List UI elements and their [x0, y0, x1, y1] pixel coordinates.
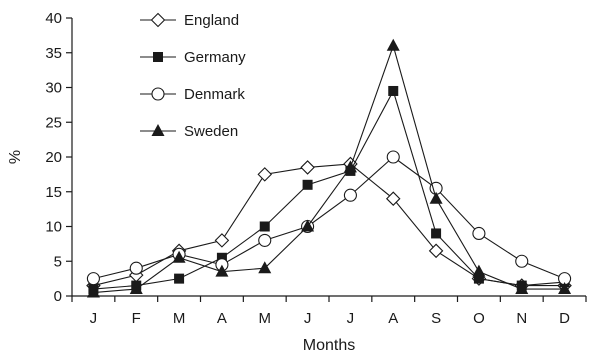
x-tick-label: J	[90, 310, 98, 327]
data-point-germany	[473, 273, 484, 284]
data-point-denmark	[343, 188, 357, 202]
series-denmark	[86, 150, 572, 286]
data-point-sweden	[172, 250, 186, 263]
x-tick-label: M	[173, 310, 186, 327]
data-point-germany	[302, 179, 313, 190]
series-line-denmark	[93, 156, 565, 280]
data-point-denmark	[472, 226, 486, 240]
data-point-sweden	[129, 282, 143, 295]
data-point-denmark	[258, 233, 272, 247]
y-tick-label: 20	[45, 149, 62, 166]
legend-label-denmark: Denmark	[184, 86, 245, 103]
data-point-denmark	[129, 261, 143, 275]
y-tick-label: 0	[54, 288, 62, 305]
x-tick-label: A	[388, 310, 398, 327]
data-point-denmark	[515, 254, 529, 268]
series-line-sweden	[93, 43, 565, 294]
data-point-germany	[388, 85, 399, 96]
legend-marker-sweden	[151, 124, 165, 136]
data-point-denmark	[386, 150, 400, 164]
x-tick-label: S	[431, 310, 441, 327]
series-line-germany	[93, 89, 565, 290]
data-point-germany	[174, 273, 185, 284]
legend-item-sweden: Sweden	[140, 123, 238, 140]
x-tick-label: O	[473, 310, 485, 327]
y-tick-label: 35	[45, 45, 62, 62]
data-point-germany	[259, 221, 270, 232]
x-axis-title: Months	[303, 337, 355, 354]
y-tick-label: 10	[45, 219, 62, 236]
data-point-denmark	[86, 272, 100, 286]
legend-label-sweden: Sweden	[184, 123, 238, 140]
data-point-sweden	[258, 261, 272, 274]
x-tick-label: D	[559, 310, 570, 327]
x-tick-label: J	[347, 310, 355, 327]
y-tick-label: 40	[45, 10, 62, 27]
legend-item-germany: Germany	[140, 49, 246, 66]
y-axis-title: %	[7, 150, 24, 164]
data-point-sweden	[86, 285, 100, 298]
legend-marker-denmark	[151, 87, 165, 101]
series-germany	[88, 85, 570, 295]
data-point-england	[257, 167, 273, 182]
data-point-sweden	[301, 219, 315, 232]
data-point-germany	[431, 228, 442, 239]
data-point-sweden	[558, 282, 572, 295]
x-tick-label: M	[259, 310, 272, 327]
legend-label-germany: Germany	[184, 49, 246, 66]
legend: England Germany Denmark Sweden	[140, 12, 246, 140]
axes: 0 5 10 15 20 25 30 35 40 J F M A M J J A S O N D	[45, 10, 587, 327]
legend-item-denmark: Denmark	[140, 86, 245, 103]
series-line-england	[93, 163, 565, 287]
y-tick-label: 30	[45, 80, 62, 97]
x-tick-label: N	[516, 310, 527, 327]
y-tick-label: 25	[45, 114, 62, 131]
data-point-sweden	[386, 38, 400, 51]
data-point-england	[385, 191, 401, 206]
data-point-england	[428, 243, 444, 259]
legend-marker-england	[150, 12, 166, 28]
x-tick-label: F	[132, 310, 141, 327]
data-point-germany	[216, 252, 227, 263]
data-point-sweden	[343, 160, 357, 173]
legend-label-england: England	[184, 12, 239, 29]
x-tick-label: A	[217, 310, 227, 327]
y-tick-label: 5	[54, 253, 62, 270]
data-point-england	[214, 233, 230, 248]
data-point-sweden	[215, 264, 229, 277]
x-tick-label: J	[304, 310, 312, 327]
series-sweden	[86, 38, 572, 298]
y-tick-label: 15	[45, 184, 62, 201]
data-point-sweden	[515, 282, 529, 295]
data-point-sweden	[472, 264, 486, 277]
legend-marker-germany	[153, 52, 163, 62]
data-point-england	[300, 160, 315, 175]
data-point-sweden	[429, 191, 443, 204]
legend-item-england: England	[140, 12, 239, 29]
series-layer	[86, 38, 572, 298]
